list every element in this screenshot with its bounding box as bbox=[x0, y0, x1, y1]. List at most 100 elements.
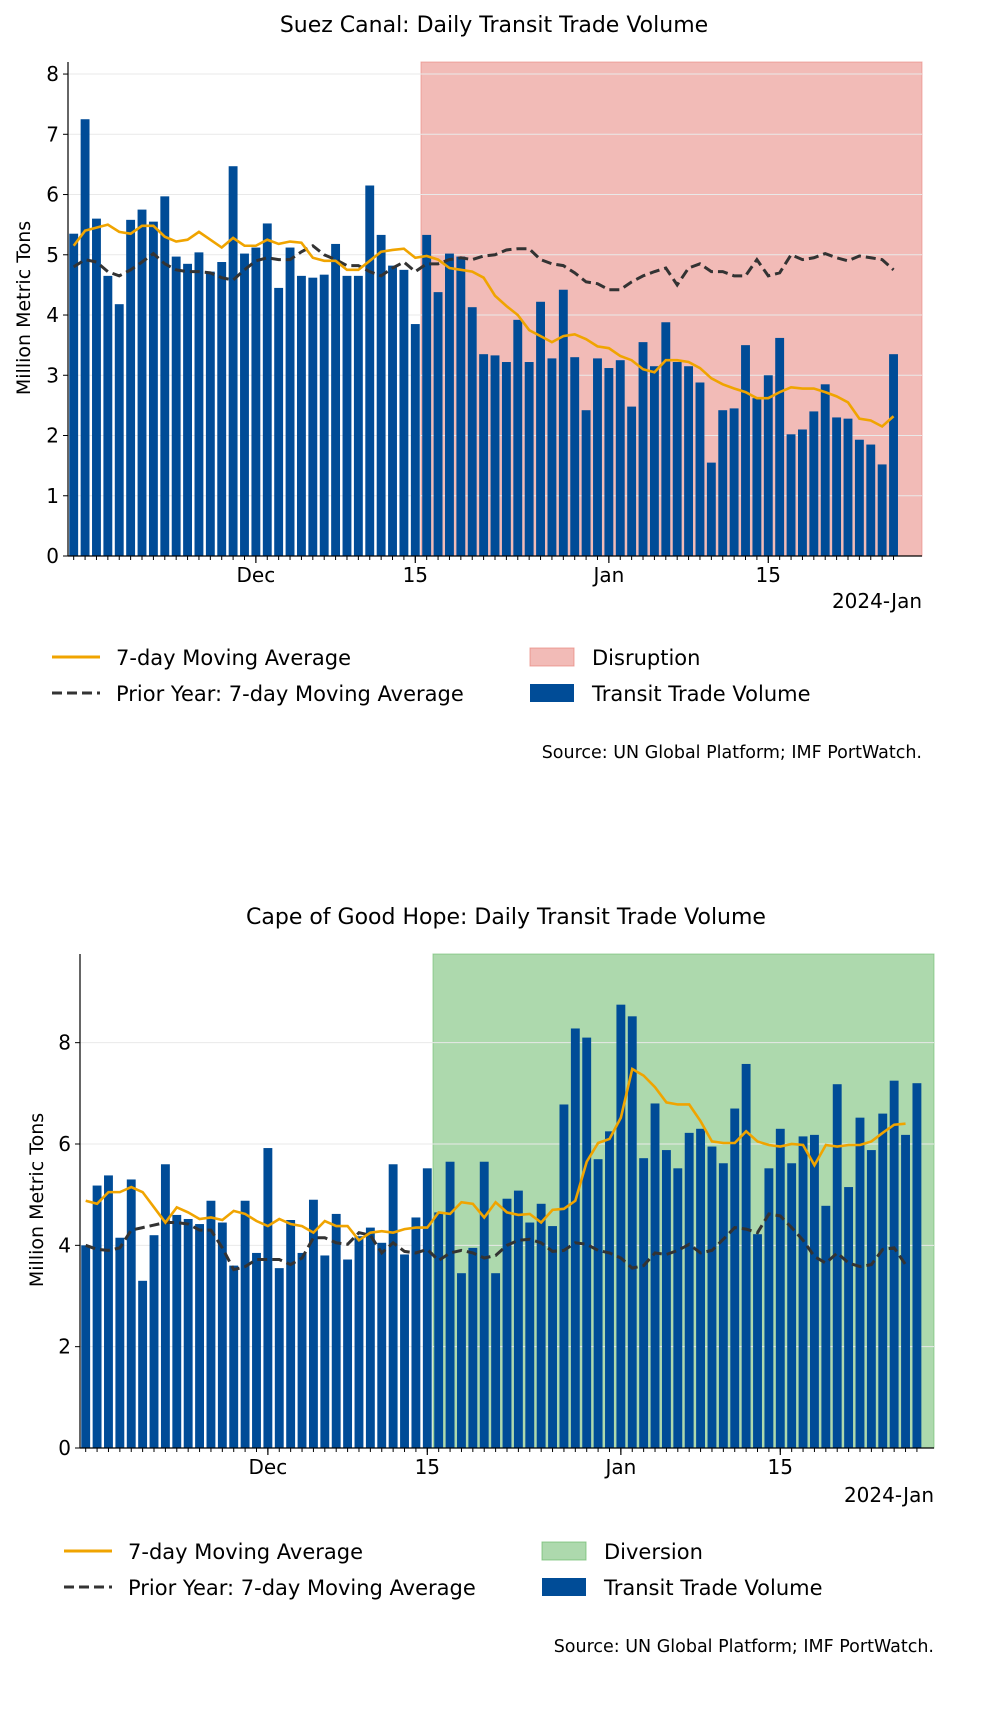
bar bbox=[627, 406, 637, 556]
bar bbox=[467, 307, 477, 556]
bar bbox=[536, 1203, 546, 1448]
bar bbox=[183, 1218, 193, 1448]
bar bbox=[844, 1187, 854, 1448]
bar bbox=[524, 362, 534, 556]
bar bbox=[741, 345, 750, 556]
legend-bars-label: Transit Trade Volume bbox=[591, 682, 811, 706]
bar bbox=[296, 275, 306, 556]
bar bbox=[445, 253, 454, 556]
x-tick-label: 15 bbox=[415, 1455, 440, 1479]
bar bbox=[672, 362, 682, 556]
bar bbox=[536, 301, 545, 556]
bar bbox=[616, 1004, 626, 1448]
bar bbox=[775, 1128, 785, 1448]
source-note: Source: UN Global Platform; IMF PortWatc… bbox=[554, 1637, 934, 1657]
bar bbox=[195, 1224, 205, 1448]
bar bbox=[854, 439, 864, 556]
bar bbox=[217, 1222, 227, 1448]
bar bbox=[138, 1280, 148, 1448]
bar bbox=[547, 358, 557, 556]
bar bbox=[353, 275, 363, 556]
bar bbox=[434, 1212, 444, 1448]
bar bbox=[525, 1222, 535, 1448]
bar bbox=[81, 1245, 91, 1448]
bar bbox=[798, 1136, 808, 1448]
y-tick-label: 2 bbox=[58, 1335, 71, 1359]
bar bbox=[901, 1134, 910, 1448]
bar bbox=[240, 253, 249, 556]
bars bbox=[81, 1004, 922, 1448]
bar bbox=[912, 1083, 922, 1448]
bar bbox=[730, 1108, 740, 1448]
chart-title: Cape of Good Hope: Daily Transit Trade V… bbox=[246, 905, 766, 930]
bar bbox=[548, 1226, 557, 1448]
bar bbox=[604, 368, 614, 556]
bar bbox=[205, 271, 215, 556]
bar bbox=[513, 319, 523, 556]
bar bbox=[228, 166, 238, 556]
y-tick-label: 0 bbox=[46, 544, 59, 568]
bar bbox=[627, 1016, 637, 1448]
suez-panel: Suez Canal: Daily Transit Trade Volume 0… bbox=[13, 13, 923, 763]
bar bbox=[809, 1134, 819, 1448]
bar bbox=[240, 1200, 250, 1448]
bar bbox=[308, 277, 318, 556]
bar bbox=[832, 417, 842, 556]
x-tick-label: Dec bbox=[249, 1455, 288, 1479]
bar bbox=[263, 1148, 273, 1448]
bar bbox=[763, 375, 773, 556]
bar bbox=[148, 221, 158, 556]
bar bbox=[126, 1179, 136, 1448]
bar bbox=[92, 1185, 102, 1448]
bar bbox=[581, 410, 591, 556]
axes: 0 2 4 6 8 Dec 15 Jan 15 bbox=[58, 954, 934, 1479]
bar bbox=[661, 1150, 671, 1448]
bar bbox=[262, 223, 272, 556]
bar bbox=[638, 342, 648, 556]
bar bbox=[308, 1199, 318, 1448]
y-tick-label: 3 bbox=[46, 363, 59, 387]
x-tick-label: 15 bbox=[756, 563, 781, 587]
bar bbox=[411, 1217, 421, 1448]
bar bbox=[741, 1063, 751, 1448]
bar bbox=[365, 185, 375, 556]
x-tick-label: Jan bbox=[591, 563, 624, 587]
bar bbox=[377, 1242, 387, 1448]
bar bbox=[661, 322, 671, 556]
bar bbox=[160, 1164, 170, 1448]
legend-prior-label: Prior Year: 7-day Moving Average bbox=[116, 682, 464, 706]
bar bbox=[251, 247, 261, 557]
bar bbox=[593, 1159, 603, 1448]
bar bbox=[354, 1236, 364, 1448]
y-tick-label: 5 bbox=[46, 243, 59, 267]
legend-shade-swatch bbox=[529, 647, 575, 667]
bar bbox=[171, 256, 181, 556]
bar bbox=[559, 1104, 569, 1448]
bar bbox=[137, 209, 147, 556]
bar bbox=[183, 263, 193, 556]
bar bbox=[422, 1168, 432, 1448]
bar bbox=[331, 1213, 341, 1448]
bar bbox=[149, 1235, 159, 1448]
bar bbox=[365, 1227, 375, 1448]
legend-ma-label: 7-day Moving Average bbox=[128, 1540, 363, 1564]
bar bbox=[286, 1220, 296, 1448]
bar bbox=[103, 275, 113, 556]
bar bbox=[457, 1273, 466, 1448]
x-tick-label: 15 bbox=[768, 1455, 793, 1479]
bar bbox=[274, 287, 284, 556]
bar bbox=[194, 252, 204, 556]
bar bbox=[285, 247, 295, 557]
bar bbox=[797, 429, 807, 556]
bar bbox=[695, 382, 705, 556]
bar bbox=[570, 357, 580, 556]
y-tick-label: 8 bbox=[46, 62, 59, 86]
legend-bars-swatch bbox=[530, 684, 574, 702]
bar bbox=[252, 1252, 261, 1448]
bar bbox=[501, 362, 511, 556]
bar bbox=[787, 1163, 797, 1448]
bar bbox=[217, 262, 227, 556]
bar bbox=[764, 1168, 774, 1448]
y-tick-label: 4 bbox=[58, 1233, 71, 1257]
